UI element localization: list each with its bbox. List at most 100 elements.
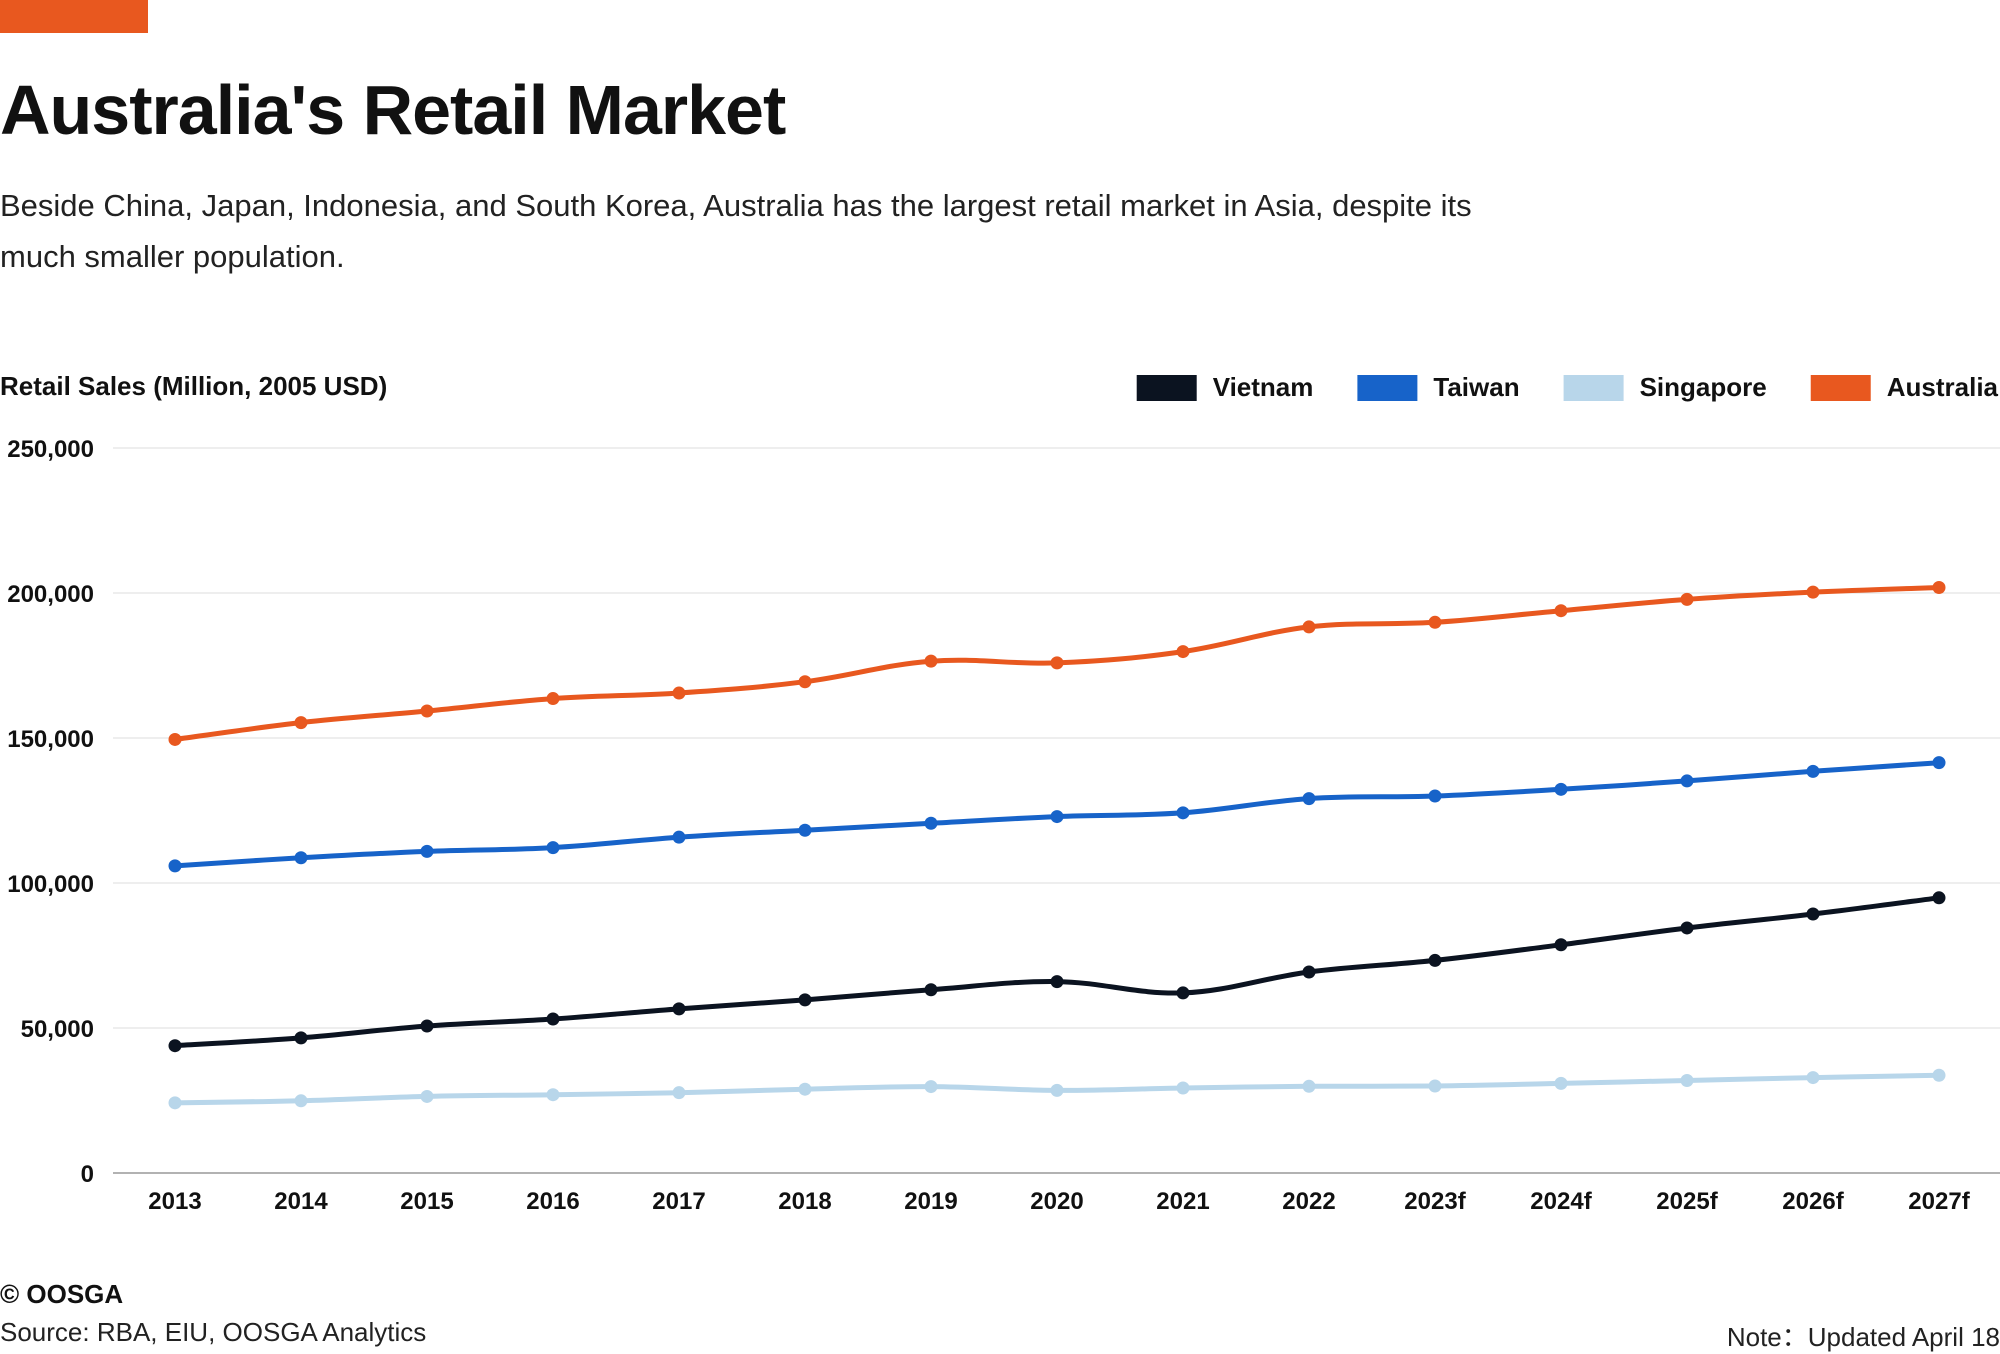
x-tick-label: 2025f [1656,1188,1718,1215]
data-point-taiwan [1806,764,1820,778]
y-tick-label: 250,000 [7,436,94,463]
data-point-vietnam [924,983,938,997]
data-point-australia [294,716,308,730]
data-point-australia [168,732,182,746]
x-tick-label: 2019 [904,1188,957,1215]
footer-brand: © OOSGA [0,1279,124,1309]
x-tick-label: 2023f [1404,1188,1466,1215]
data-point-singapore [798,1082,812,1096]
data-point-singapore [924,1080,938,1094]
data-point-australia [1932,580,1946,594]
data-point-vietnam [1302,965,1316,979]
y-tick-label: 50,000 [21,1016,94,1043]
x-tick-label: 2018 [778,1188,831,1215]
data-point-taiwan [1680,774,1694,788]
data-point-taiwan [1554,782,1568,796]
data-point-australia [546,692,560,706]
chart-legend: Vietnam Taiwan Singapore Australia [1136,372,1999,402]
x-tick-label: 2014 [274,1188,328,1215]
data-point-singapore [420,1089,434,1103]
y-tick-label: 200,000 [7,581,94,608]
data-point-vietnam [1428,953,1442,967]
data-point-vietnam [1176,986,1190,1000]
y-tick-label: 150,000 [7,726,94,753]
data-point-vietnam [798,993,812,1007]
x-tick-label: 2021 [1156,1188,1209,1215]
data-point-vietnam [1932,891,1946,905]
x-tick-label: 2024f [1530,1188,1592,1215]
data-point-taiwan [1428,789,1442,803]
x-tick-label: 2016 [526,1188,579,1215]
x-tick-label: 2020 [1030,1188,1083,1215]
data-point-singapore [1554,1076,1568,1090]
legend-label-taiwan: Taiwan [1433,372,1519,402]
data-point-singapore [1932,1068,1946,1082]
series-taiwan [168,756,1946,873]
y-tick-label: 100,000 [7,871,94,898]
x-tick-label: 2017 [652,1188,705,1215]
legend-label-vietnam: Vietnam [1213,372,1314,402]
y-axis-label: Retail Sales (Million, 2005 USD) [0,371,387,401]
data-point-taiwan [672,830,686,844]
data-point-australia [420,704,434,718]
data-point-australia [1176,645,1190,659]
data-point-singapore [1302,1079,1316,1093]
data-point-vietnam [1554,938,1568,952]
data-point-taiwan [1050,810,1064,824]
data-point-vietnam [1680,921,1694,935]
legend-swatch-singapore [1563,375,1624,401]
data-point-taiwan [924,816,938,830]
x-tick-label: 2027f [1908,1188,1970,1215]
data-point-vietnam [294,1031,308,1045]
data-point-taiwan [546,841,560,855]
data-point-taiwan [798,823,812,837]
data-point-vietnam [168,1039,182,1053]
legend-label-australia: Australia [1887,372,1999,402]
data-point-australia [1428,615,1442,629]
y-tick-label: 0 [81,1161,94,1188]
data-point-taiwan [420,844,434,858]
footer-source: Source: RBA, EIU, OOSGA Analytics [0,1317,427,1347]
data-point-australia [798,675,812,689]
legend-swatch-vietnam [1136,375,1197,401]
legend-swatch-taiwan [1357,375,1418,401]
data-point-singapore [1176,1081,1190,1095]
data-point-vietnam [1050,975,1064,989]
series-australia [168,580,1946,746]
data-point-vietnam [546,1012,560,1026]
page-title: Australia's Retail Market [0,71,786,149]
data-point-australia [1554,604,1568,618]
data-point-australia [1050,656,1064,670]
series-vietnam [168,891,1946,1053]
x-tick-label: 2013 [148,1188,201,1215]
data-point-singapore [672,1086,686,1100]
x-tick-label: 2015 [400,1188,453,1215]
data-point-taiwan [294,851,308,865]
brand-accent-bar [0,0,148,33]
data-point-singapore [168,1096,182,1110]
data-point-singapore [1428,1079,1442,1093]
legend-swatch-australia [1810,375,1871,401]
data-point-vietnam [672,1002,686,1016]
data-point-australia [1806,585,1820,599]
data-point-singapore [546,1088,560,1102]
data-point-vietnam [420,1019,434,1033]
data-point-australia [1680,592,1694,606]
series-singapore [168,1068,1946,1110]
data-point-australia [924,654,938,668]
legend-label-singapore: Singapore [1640,372,1767,402]
x-tick-label: 2022 [1282,1188,1335,1215]
data-point-australia [1302,620,1316,634]
data-point-vietnam [1806,907,1820,921]
footer-note: Note：Updated April 18 [1726,1322,2000,1352]
data-point-taiwan [1932,756,1946,770]
data-point-taiwan [1176,806,1190,820]
data-point-singapore [1050,1083,1064,1097]
data-point-singapore [1806,1071,1820,1085]
data-point-australia [672,686,686,700]
data-point-singapore [1680,1073,1694,1087]
series-line-vietnam [172,895,1942,1049]
data-point-taiwan [168,859,182,873]
x-tick-label: 2026f [1782,1188,1844,1215]
data-point-singapore [294,1094,308,1108]
